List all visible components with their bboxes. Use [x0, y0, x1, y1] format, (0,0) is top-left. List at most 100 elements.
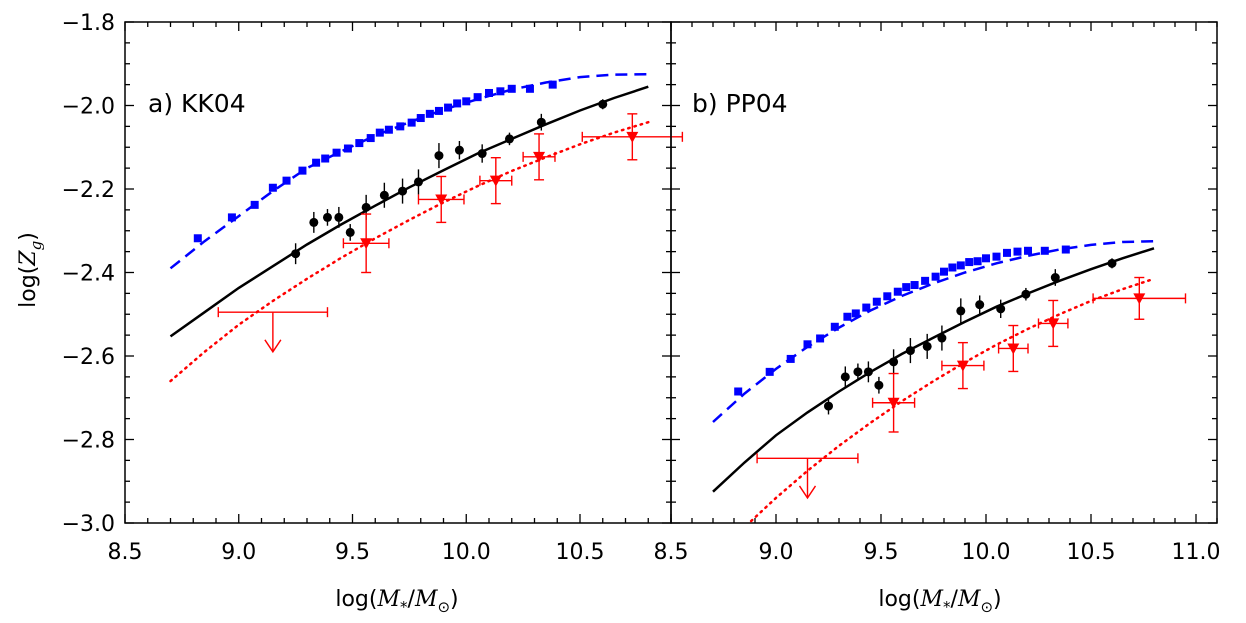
- black-circle-marker: [840, 372, 850, 382]
- dashed-model-curve: [712, 239, 1155, 423]
- blue-square-marker: [956, 261, 965, 270]
- black-circle-marker: [922, 341, 932, 351]
- blue-square-marker: [862, 303, 871, 312]
- x-tick-label: 8.5: [108, 540, 143, 565]
- blue-square-marker: [910, 281, 919, 290]
- blue-square-marker: [332, 148, 341, 157]
- blue-square-marker: [973, 257, 982, 266]
- black-circle-marker: [309, 217, 319, 227]
- blue-square-marker: [883, 292, 892, 301]
- x-axis-title-b: log(M*/M⊙): [878, 587, 1001, 616]
- blue-square-marker: [940, 267, 948, 276]
- black-circle-marker: [334, 212, 344, 222]
- y-tick-label: −2.2: [62, 178, 115, 203]
- y-axis-title: log(Zg): [16, 232, 45, 308]
- dotted-model-curve: [747, 277, 1156, 523]
- solid-model-curve: [712, 247, 1155, 493]
- y-tick-label: −2.4: [62, 262, 115, 287]
- blue-square-marker: [355, 139, 364, 148]
- black-circle-marker: [322, 212, 332, 222]
- panel-b-axes: 8.5 9.0 9.5 10.0 10.5 11.0: [654, 21, 1221, 565]
- red-triangle-marker: [435, 194, 448, 206]
- blue-square-marker: [444, 103, 453, 112]
- red-triangle-marker: [626, 131, 639, 143]
- black-circle-marker: [379, 190, 389, 200]
- red-triangle-marker: [1133, 293, 1146, 305]
- blue-square-marker: [496, 87, 505, 96]
- y-tick-label: −2.8: [62, 429, 115, 454]
- panel-b-label: b) PP04: [692, 89, 788, 118]
- blue-square-marker: [851, 309, 860, 318]
- dashed-model-curve: [169, 72, 649, 270]
- blue-square-marker: [843, 312, 852, 321]
- blue-square-marker: [473, 93, 482, 102]
- blue-square-marker: [384, 125, 393, 134]
- blue-square-marker: [803, 340, 812, 349]
- x-tick-label: 10.0: [962, 540, 1011, 565]
- y-tick-label: −2.6: [62, 345, 115, 370]
- red-triangle-marker: [887, 397, 900, 409]
- blue-square-marker: [893, 287, 902, 296]
- blue-square-marker: [193, 234, 202, 243]
- y-tick-label: −1.8: [62, 11, 115, 36]
- blue-square-marker: [407, 118, 416, 127]
- panel-b-pp04: 8.5 9.0 9.5 10.0 10.5 11.0 b) PP04: [654, 21, 1221, 565]
- blue-square-marker: [1003, 248, 1011, 257]
- x-axis-title-a: log(M*/M⊙): [335, 587, 458, 616]
- blue-square-marker: [931, 272, 940, 281]
- black-circle-marker: [1050, 273, 1060, 283]
- blue-square-marker: [982, 254, 990, 263]
- x-tick-label: 10.0: [442, 540, 491, 565]
- black-circle-marker: [956, 306, 966, 316]
- blue-square-marker: [548, 80, 557, 89]
- blue-square-marker: [965, 258, 974, 267]
- dotted-model-curve: [169, 120, 650, 383]
- blue-square-marker: [298, 166, 307, 175]
- blue-square-marker: [453, 99, 462, 108]
- panel-a-data: [169, 72, 684, 383]
- panel-a-axes: 8.5 9.0 9.5 10.0 10.5 −3.0 −2.8 −2.6 −2.4 −2.2 −2.…: [62, 11, 672, 565]
- blue-square-marker: [1040, 246, 1049, 255]
- blue-square-marker: [921, 276, 930, 285]
- blue-square-marker: [872, 297, 881, 306]
- black-circle-marker: [345, 227, 355, 237]
- black-circle-marker: [824, 401, 833, 411]
- red-triangle-marker: [489, 175, 502, 187]
- upper-limit-arrow-head: [798, 485, 817, 500]
- blue-square-marker: [734, 387, 743, 396]
- x-tick-label: 10.5: [1067, 540, 1116, 565]
- panel-b-data: [712, 239, 1187, 523]
- black-circle-marker: [434, 151, 444, 161]
- red-triangle-marker: [1007, 343, 1020, 355]
- x-tick-label: 9.5: [335, 540, 370, 565]
- blue-square-marker: [1013, 247, 1022, 256]
- black-circle-marker: [975, 300, 985, 310]
- blue-square-marker: [525, 84, 534, 93]
- blue-square-marker: [992, 252, 1001, 261]
- y-tick-label: −2.0: [62, 95, 115, 120]
- black-circle-marker: [454, 145, 464, 155]
- blue-square-marker: [765, 367, 774, 376]
- blue-square-marker: [282, 176, 291, 185]
- black-circle-marker: [853, 367, 863, 377]
- panel-a-label: a) KK04: [148, 89, 246, 118]
- x-tick-label: 8.5: [654, 540, 689, 565]
- red-triangle-marker: [956, 360, 969, 372]
- blue-square-marker: [902, 283, 911, 292]
- blue-square-marker: [227, 213, 236, 222]
- blue-square-marker: [425, 109, 434, 118]
- blue-square-marker: [462, 97, 471, 106]
- blue-square-marker: [948, 263, 957, 272]
- solid-model-curve: [169, 85, 649, 338]
- upper-limit-arrow-head: [264, 339, 282, 354]
- x-tick-label: 10.5: [556, 540, 605, 565]
- blue-square-marker: [268, 183, 277, 192]
- blue-square-marker: [830, 322, 839, 331]
- blue-square-marker: [321, 154, 330, 163]
- x-tick-label: 9.5: [864, 540, 899, 565]
- red-triangle-marker: [533, 151, 546, 163]
- y-tick-label: −3.0: [62, 512, 115, 537]
- x-tick-label: 11.0: [1172, 540, 1221, 565]
- x-tick-label: 9.0: [759, 540, 794, 565]
